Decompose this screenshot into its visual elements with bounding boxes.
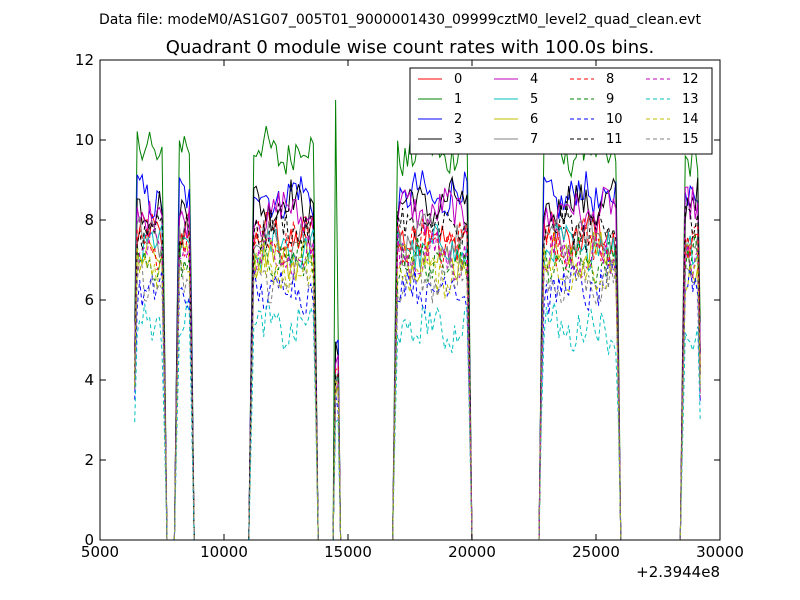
x-tick-label: 25000 [572, 543, 620, 561]
x-offset-label: +2.3944e8 [636, 563, 720, 581]
x-tick-label: 30000 [696, 543, 744, 561]
legend-label-8: 8 [606, 72, 614, 87]
legend-box [409, 67, 713, 155]
x-tick-label: 10000 [200, 543, 248, 561]
legend-label-7: 7 [530, 132, 538, 147]
y-tick-label: 0 [84, 531, 94, 549]
series-line-10 [134, 259, 701, 541]
x-tick-label: 15000 [324, 543, 372, 561]
y-tick-label: 10 [75, 131, 94, 149]
y-tick-label: 6 [84, 291, 94, 309]
legend-label-4: 4 [530, 72, 538, 87]
series-line-15 [134, 254, 701, 541]
legend-label-2: 2 [454, 112, 462, 127]
legend-label-0: 0 [454, 72, 462, 87]
y-tick-label: 8 [84, 211, 94, 229]
legend-label-3: 3 [454, 132, 462, 147]
legend-label-9: 9 [606, 92, 614, 107]
x-tick-label: 5000 [81, 543, 119, 561]
legend-label-15: 15 [682, 132, 699, 147]
legend-label-12: 12 [682, 72, 699, 87]
chart-title: Quadrant 0 module wise count rates with … [166, 37, 655, 58]
legend-label-10: 10 [606, 112, 623, 127]
series-line-14 [134, 245, 701, 541]
legend-label-6: 6 [530, 112, 538, 127]
legend-label-1: 1 [454, 92, 462, 107]
series-line-3 [134, 175, 701, 541]
y-tick-label: 2 [84, 451, 94, 469]
series-layer [134, 99, 701, 541]
y-tick-label: 4 [84, 371, 94, 389]
legend-label-11: 11 [606, 132, 623, 147]
series-line-9 [134, 233, 701, 541]
suptitle: Data file: modeM0/AS1G07_005T01_90000014… [99, 12, 701, 28]
y-tick-label: 12 [75, 51, 94, 69]
legend-label-13: 13 [682, 92, 699, 107]
series-line-13 [134, 300, 701, 541]
legend-label-14: 14 [682, 112, 699, 127]
series-line-1 [134, 99, 701, 541]
legend-label-5: 5 [530, 92, 538, 107]
x-tick-label: 20000 [448, 543, 496, 561]
